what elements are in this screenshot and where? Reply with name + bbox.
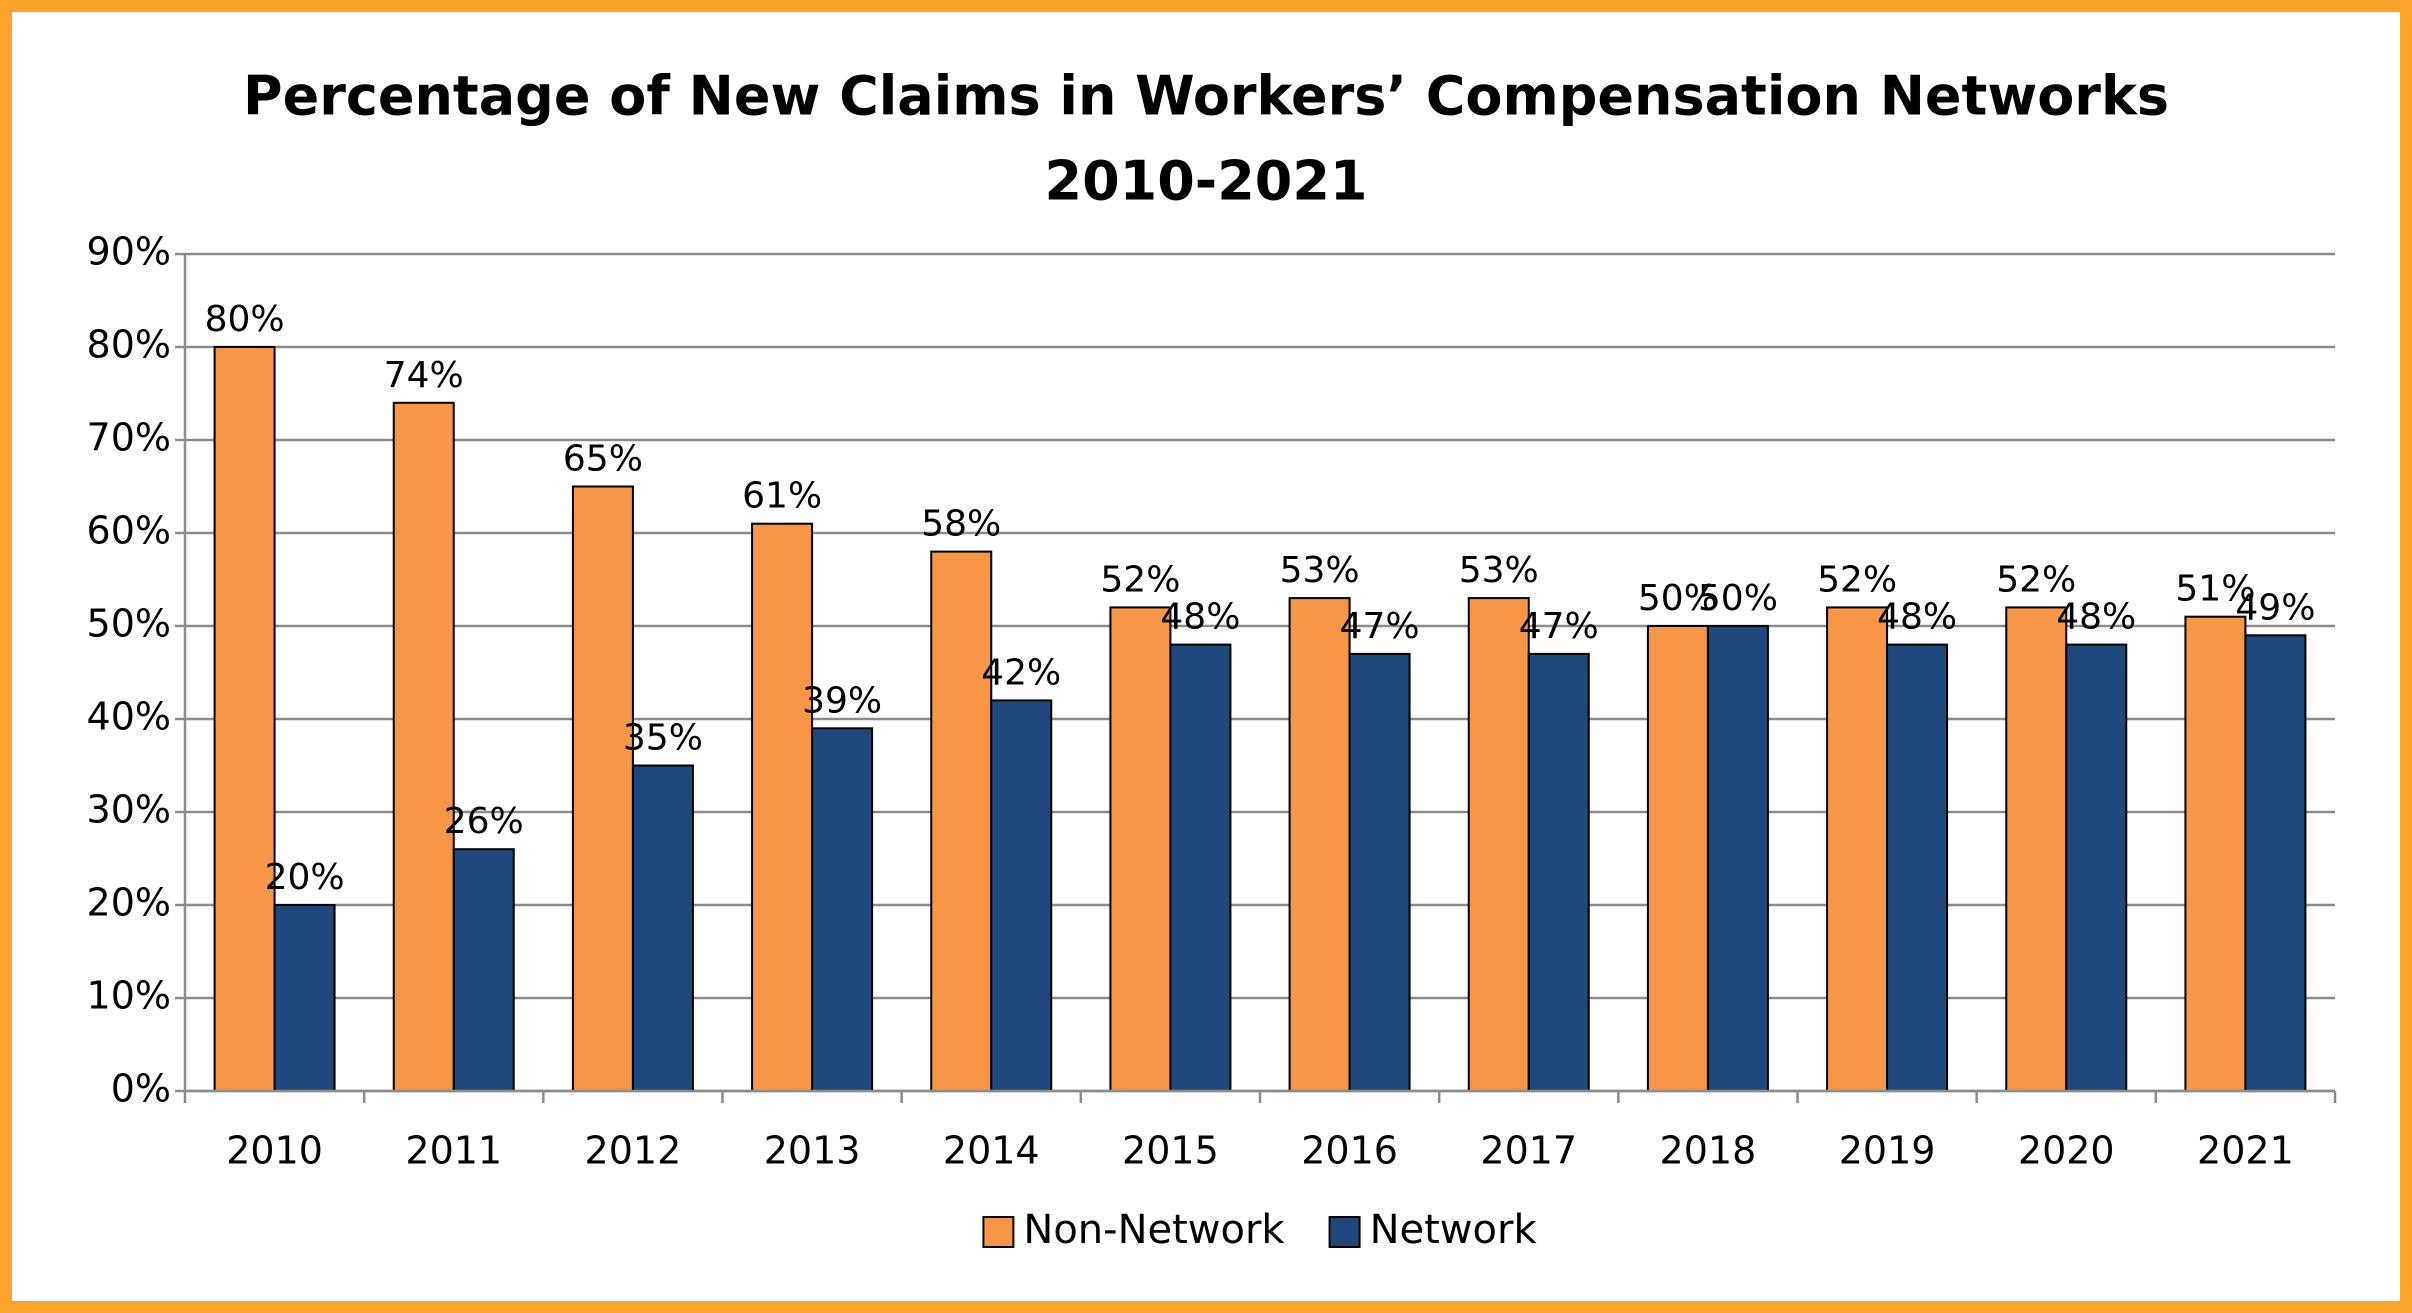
data-label: 20% xyxy=(265,857,345,898)
y-tick-label: 30% xyxy=(87,788,171,832)
y-tick-label: 40% xyxy=(87,695,171,739)
y-tick-label: 80% xyxy=(87,323,171,367)
bar xyxy=(631,764,694,1092)
bar xyxy=(990,699,1053,1093)
data-label: 42% xyxy=(981,652,1061,693)
bar xyxy=(273,904,336,1092)
x-tick-label: 2016 xyxy=(1301,1129,1398,1173)
x-tick-label: 2017 xyxy=(1480,1129,1577,1173)
bar xyxy=(571,485,634,1092)
x-tick-label: 2019 xyxy=(1839,1129,1936,1173)
x-tick-label: 2014 xyxy=(943,1129,1040,1173)
x-tick-label: 2020 xyxy=(2018,1129,2115,1173)
data-label: 58% xyxy=(921,504,1001,545)
bar xyxy=(1109,606,1172,1093)
data-label: 26% xyxy=(444,801,524,842)
data-label: 47% xyxy=(1340,606,1420,647)
bar xyxy=(1288,597,1351,1092)
y-tick-label: 20% xyxy=(87,881,171,925)
data-label: 52% xyxy=(1100,559,1180,600)
bar xyxy=(751,522,814,1092)
x-tick-label: 2011 xyxy=(405,1129,502,1173)
data-label: 61% xyxy=(742,476,822,517)
x-tick-label: 2012 xyxy=(585,1129,682,1173)
legend-label: Non-Network xyxy=(1023,1207,1285,1253)
data-label: 35% xyxy=(623,718,703,759)
chart-title: Percentage of New Claims in Workers’ Com… xyxy=(243,65,2169,128)
y-tick-label: 60% xyxy=(87,509,171,553)
data-label: 52% xyxy=(1996,559,2076,600)
data-label: 65% xyxy=(563,439,643,480)
y-tick-label: 0% xyxy=(111,1067,171,1111)
data-label: 52% xyxy=(1817,559,1897,600)
bar xyxy=(811,727,874,1092)
y-tick-label: 90% xyxy=(87,230,171,274)
data-label: 50% xyxy=(1638,578,1718,619)
data-label: 48% xyxy=(2056,597,2136,638)
data-label: 53% xyxy=(1280,550,1360,591)
x-tick-label: 2010 xyxy=(226,1129,323,1173)
data-label: 47% xyxy=(1519,606,1599,647)
data-label: 53% xyxy=(1459,550,1539,591)
bar xyxy=(2005,606,2068,1093)
bar xyxy=(2184,615,2247,1092)
bar xyxy=(452,848,515,1093)
data-label: 50% xyxy=(1698,578,1778,619)
y-tick-label: 10% xyxy=(87,974,171,1018)
x-tick-label: 2015 xyxy=(1122,1129,1219,1173)
bar xyxy=(213,346,276,1092)
data-label: 49% xyxy=(2235,587,2315,628)
y-tick-label: 70% xyxy=(87,416,171,460)
chart-subtitle: 2010-2021 xyxy=(1045,150,1368,213)
data-label: 74% xyxy=(384,355,464,396)
data-label: 48% xyxy=(1877,597,1957,638)
legend-swatch xyxy=(982,1216,1015,1248)
bar xyxy=(1169,643,1232,1092)
bar xyxy=(1706,625,1769,1092)
x-tick-label: 2013 xyxy=(764,1129,861,1173)
bar xyxy=(1527,652,1590,1093)
data-label: 51% xyxy=(2175,569,2255,610)
legend-label: Network xyxy=(1370,1207,1538,1253)
bar xyxy=(1826,606,1889,1093)
bar xyxy=(1646,625,1709,1092)
bar xyxy=(930,550,993,1092)
bar xyxy=(2244,634,2307,1092)
x-tick-label: 2018 xyxy=(1660,1129,1757,1173)
bar xyxy=(1886,643,1949,1092)
bar xyxy=(1467,597,1530,1092)
data-label: 80% xyxy=(205,299,285,340)
data-label: 48% xyxy=(1160,597,1240,638)
x-tick-label: 2021 xyxy=(2197,1129,2294,1173)
bar xyxy=(2065,643,2128,1092)
bar xyxy=(392,401,455,1092)
bar xyxy=(1348,652,1411,1093)
y-tick-label: 50% xyxy=(87,602,171,646)
data-label: 39% xyxy=(802,680,882,721)
legend-swatch xyxy=(1328,1216,1361,1248)
